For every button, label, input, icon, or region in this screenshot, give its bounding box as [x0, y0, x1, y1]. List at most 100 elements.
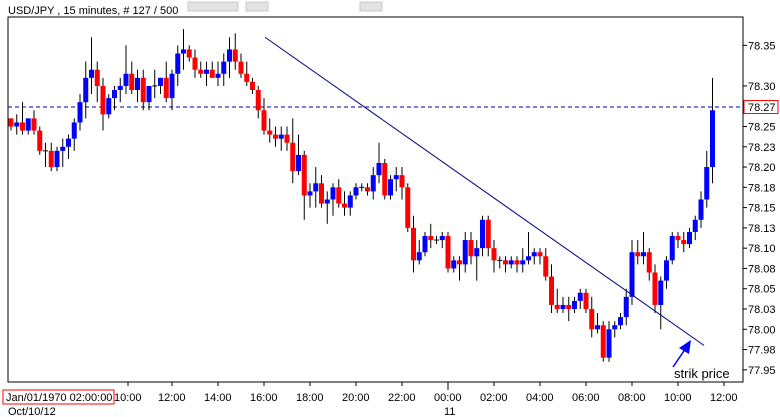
candle-body — [612, 325, 618, 330]
candle-body — [664, 260, 669, 281]
candle-body — [560, 304, 566, 309]
candle-body — [192, 57, 198, 70]
candle-body — [543, 256, 549, 277]
candle-body — [221, 61, 227, 74]
y-tick-label: 77.95 — [748, 365, 776, 377]
candle-body — [393, 175, 399, 180]
candle-body — [388, 179, 393, 196]
candle-body — [112, 90, 117, 99]
candle-body — [508, 260, 514, 265]
candle-body — [698, 199, 704, 220]
candle-body — [422, 236, 428, 253]
candle-body — [531, 252, 537, 257]
candle-body — [324, 199, 330, 204]
cursor-time-box: Jan/01/1970 02:00:00 — [2, 389, 115, 405]
x-tick-label: 10:00 — [664, 392, 692, 404]
candle-body — [491, 248, 497, 261]
candle-body — [60, 146, 66, 151]
candle-body — [232, 49, 238, 62]
candle-body — [244, 73, 250, 82]
candle-body — [411, 227, 416, 261]
candle-body — [215, 73, 221, 78]
x-tick-label: 14:00 — [204, 392, 232, 404]
candle-body — [14, 122, 20, 127]
candle-body — [186, 49, 192, 58]
candle-body — [623, 296, 629, 318]
candle-body — [54, 150, 60, 168]
x-axis: 10:00 12:00 14:00 16:00 18:00 20:00 22:00 00:00… — [8, 382, 738, 417]
candle-body — [140, 77, 146, 103]
candle-body — [227, 49, 232, 62]
x-tick-label: 20:00 — [342, 392, 370, 404]
candle-body — [146, 85, 152, 103]
candle-body — [520, 260, 526, 265]
y-tick-label: 78.03 — [748, 304, 776, 316]
candle-body — [629, 252, 635, 297]
candle-body — [204, 69, 209, 74]
candle-body — [572, 300, 577, 309]
candle-body — [117, 85, 123, 90]
current-price-label: 78.27 — [748, 102, 776, 114]
candle-body — [20, 122, 25, 131]
candle-body — [606, 329, 612, 358]
y-tick-label: 78.18 — [748, 182, 776, 194]
candle-body — [347, 195, 353, 208]
x-tick-label: 04:00 — [526, 392, 554, 404]
candle-body — [692, 219, 698, 232]
candle-body — [330, 187, 336, 200]
candle-body — [457, 260, 462, 265]
x-tick-label: 06:00 — [572, 392, 600, 404]
x-tick-label: 00:00 — [434, 392, 462, 404]
x-tick-label: 18:00 — [296, 392, 324, 404]
candle-body — [577, 292, 583, 301]
candle-body — [468, 240, 474, 257]
candle-body — [250, 81, 255, 90]
candle-body — [342, 203, 347, 208]
candle-body — [595, 325, 600, 330]
candle-body — [416, 252, 422, 261]
candle-body — [319, 183, 324, 204]
annotation-arrow-head — [679, 340, 691, 354]
candle-body — [635, 252, 641, 257]
candle-body — [462, 240, 468, 265]
x-tick-label: 08:00 — [618, 392, 646, 404]
candle-body — [163, 77, 169, 99]
y-tick-label: 78.20 — [748, 162, 776, 174]
candle-body — [261, 110, 267, 131]
x-tick-label: 12:00 — [158, 392, 186, 404]
y-tick-label: 78.08 — [748, 263, 776, 275]
candle-body — [83, 77, 89, 103]
candle-body — [526, 256, 531, 261]
candle-body — [652, 272, 658, 305]
candle-body — [278, 134, 284, 139]
y-tick-label: 78.10 — [748, 243, 776, 255]
candle-body — [428, 236, 434, 241]
candle-body — [710, 110, 715, 168]
candle-body — [370, 175, 376, 192]
candle-body — [25, 118, 31, 131]
price-label-box: 78.27 — [743, 100, 779, 115]
cursor-time-label: Jan/01/1970 02:00:00 — [6, 392, 112, 404]
candle-body — [284, 134, 290, 143]
candle-body — [238, 61, 244, 74]
x-tick-label: 02:00 — [480, 392, 508, 404]
candles-group — [8, 29, 715, 362]
candle-body — [198, 69, 204, 74]
candle-body — [681, 240, 687, 245]
candle-body — [549, 276, 554, 305]
candle-body — [158, 77, 163, 86]
candle-body — [336, 187, 342, 204]
candle-body — [618, 317, 623, 326]
header-icons — [187, 1, 383, 12]
candle-body — [382, 163, 388, 196]
candle-body — [405, 187, 411, 228]
candle-body — [301, 154, 307, 196]
y-tick-label: 78.13 — [748, 223, 776, 235]
annotation: strik price — [672, 340, 730, 381]
candle-body — [307, 191, 313, 196]
y-tick-label: 78.35 — [748, 40, 776, 52]
candle-body — [600, 325, 606, 358]
annotation-text: strik price — [674, 366, 730, 381]
